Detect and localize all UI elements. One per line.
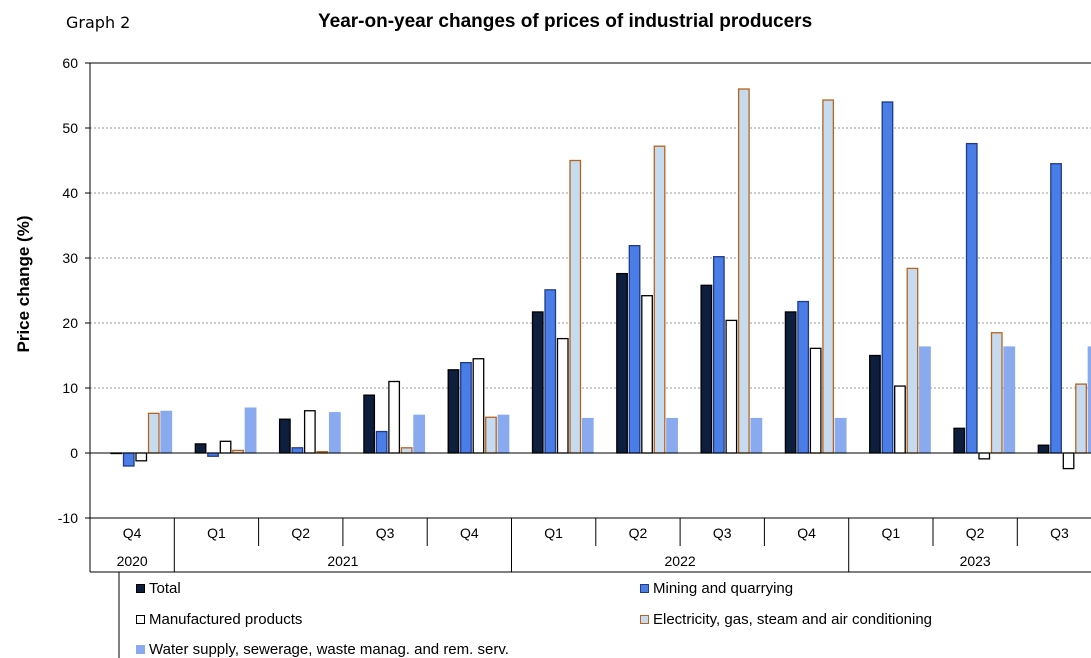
legend-label-water-supply: Water supply, sewerage, waste manag. and… [149,641,509,658]
legend-item-mining: Mining and quarrying [640,580,793,597]
bar-water-supply-sewerage-waste-manag-and-rem-serv-7 [750,417,763,454]
bar-electricity-gas-steam-and-air-conditioning-10 [990,332,1003,454]
bar-total-4 [447,369,460,454]
category-label: Q4 [460,525,479,541]
chart-title: Year-on-year changes of prices of indust… [318,11,813,32]
bar-electricity-gas-steam-and-air-conditioning-0 [147,412,160,454]
category-label: Q4 [797,525,816,541]
legend-label-electricity: Electricity, gas, steam and air conditio… [653,611,933,628]
bar-electricity-gas-steam-and-air-conditioning-4 [485,416,497,454]
y-tick-label: -10 [58,510,78,526]
bar-total-10 [953,427,966,454]
bar-water-supply-sewerage-waste-manag-and-rem-serv-1 [244,407,257,454]
year-label: 2021 [327,553,358,569]
bar-total-7 [700,284,713,454]
bar-manufactured-products-9 [894,385,906,454]
bar-manufactured-products-2 [303,410,316,454]
bar-manufactured-products-0 [135,452,148,462]
bar-total-3 [363,394,376,454]
bar-manufactured-products-3 [388,380,401,454]
bar-manufactured-products-11 [1062,452,1075,470]
bar-mining-and-quarrying-9 [881,101,894,454]
legend-swatch-electricity [640,615,649,624]
bar-manufactured-products-1 [219,440,232,454]
year-label: 2022 [665,553,696,569]
bar-mining-and-quarrying-10 [965,142,978,454]
bar-manufactured-products-6 [641,295,653,454]
bar-mining-and-quarrying-6 [628,244,641,454]
y-tick-label: 20 [62,315,78,331]
legend-label-total: Total [149,580,181,597]
year-label: 2020 [117,553,148,569]
bar-manufactured-products-4 [472,358,485,454]
category-label: Q1 [882,525,901,541]
bar-water-supply-sewerage-waste-manag-and-rem-serv-6 [666,417,678,454]
legend-item-water-supply: Water supply, sewerage, waste manag. and… [136,641,509,658]
bar-manufactured-products-10 [978,452,991,460]
legend-label-manufactured: Manufactured products [149,611,303,628]
bar-total-9 [869,354,881,454]
bar-mining-and-quarrying-5 [544,289,557,454]
category-label: Q2 [629,525,648,541]
legend-item-manufactured: Manufactured products [136,611,302,628]
bar-mining-and-quarrying-0 [122,452,135,467]
bar-mining-and-quarrying-3 [375,430,388,454]
bar-electricity-gas-steam-and-air-conditioning-8 [822,99,835,454]
bar-water-supply-sewerage-waste-manag-and-rem-serv-0 [160,410,173,454]
bar-water-supply-sewerage-waste-manag-and-rem-serv-11 [1087,346,1091,454]
graph-label: Graph 2 [66,13,131,32]
y-tick-label: 10 [62,380,78,396]
category-label: Q1 [544,525,563,541]
bar-mining-and-quarrying-8 [797,300,810,454]
bar-manufactured-products-7 [725,319,738,454]
category-label: Q4 [123,525,142,541]
bar-water-supply-sewerage-waste-manag-and-rem-serv-3 [413,414,426,454]
legend-swatch-total [136,584,145,593]
legend-swatch-manufactured [136,615,145,624]
bar-mining-and-quarrying-7 [712,256,725,454]
legend-item-electricity: Electricity, gas, steam and air conditio… [640,611,932,628]
category-label: Q3 [713,525,732,541]
legend-item-total: Total [136,580,181,597]
bar-water-supply-sewerage-waste-manag-and-rem-serv-10 [1003,346,1016,454]
bar-mining-and-quarrying-4 [460,361,472,454]
year-label: 2023 [960,553,991,569]
legend-label-mining: Mining and quarrying [653,580,794,597]
y-tick-label: 60 [62,55,78,71]
category-label: Q3 [1050,525,1069,541]
bar-mining-and-quarrying-2 [291,447,304,454]
bar-electricity-gas-steam-and-air-conditioning-3 [400,447,413,454]
bar-electricity-gas-steam-and-air-conditioning-11 [1075,383,1087,454]
bar-water-supply-sewerage-waste-manag-and-rem-serv-2 [328,412,341,454]
bar-manufactured-products-5 [556,337,569,454]
bar-total-6 [616,272,628,454]
y-tick-label: 30 [62,250,78,266]
bar-water-supply-sewerage-waste-manag-and-rem-serv-8 [834,417,847,454]
y-tick-label: 50 [62,120,78,136]
bar-electricity-gas-steam-and-air-conditioning-9 [906,267,919,454]
bar-water-supply-sewerage-waste-manag-and-rem-serv-5 [581,417,594,454]
category-label: Q2 [291,525,310,541]
y-tick-label: 40 [62,185,78,201]
legend-swatch-water-supply [136,645,145,654]
bar-manufactured-products-8 [809,347,822,454]
category-label: Q1 [207,525,226,541]
category-label: Q3 [376,525,395,541]
bar-total-8 [784,311,797,454]
bar-mining-and-quarrying-11 [1050,163,1062,454]
legend-swatch-mining [640,584,649,593]
bar-water-supply-sewerage-waste-manag-and-rem-serv-4 [497,414,510,454]
bar-total-1 [194,443,207,454]
bar-electricity-gas-steam-and-air-conditioning-5 [569,159,582,454]
bar-electricity-gas-steam-and-air-conditioning-7 [737,88,750,454]
bar-electricity-gas-steam-and-air-conditioning-6 [653,145,666,454]
bar-total-5 [531,311,544,454]
bar-water-supply-sewerage-waste-manag-and-rem-serv-9 [919,346,931,454]
bar-total-11 [1037,444,1050,454]
y-tick-label: 0 [70,445,78,461]
bar-total-2 [278,418,291,454]
category-label: Q2 [966,525,985,541]
